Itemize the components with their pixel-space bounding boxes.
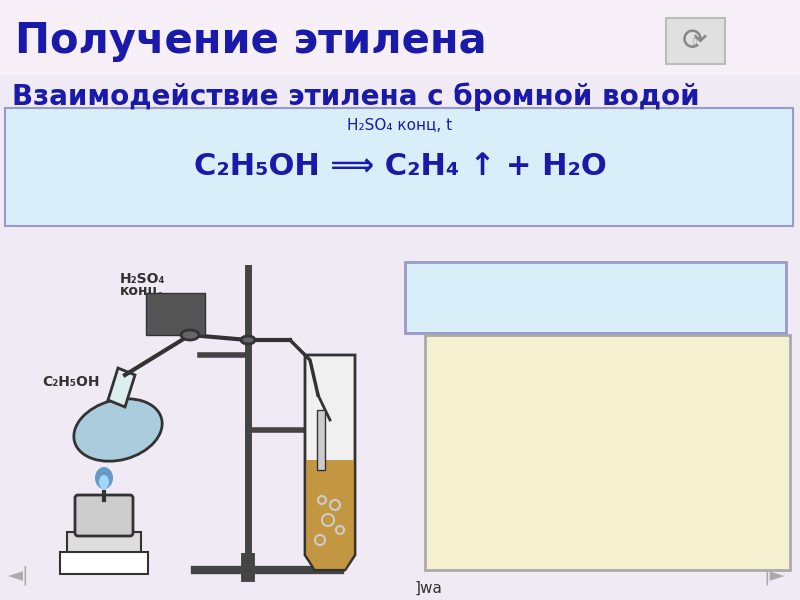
Ellipse shape xyxy=(181,330,199,340)
Polygon shape xyxy=(306,460,354,569)
Polygon shape xyxy=(305,355,355,570)
Text: |►: |► xyxy=(763,565,785,585)
FancyBboxPatch shape xyxy=(146,293,205,335)
Text: ]wa: ]wa xyxy=(415,581,443,595)
FancyBboxPatch shape xyxy=(425,335,790,570)
Polygon shape xyxy=(108,368,135,407)
Text: H₂SO₄: H₂SO₄ xyxy=(120,272,166,286)
Text: ◄|: ◄| xyxy=(8,565,30,585)
FancyBboxPatch shape xyxy=(5,108,793,226)
FancyBboxPatch shape xyxy=(67,532,141,554)
Text: Раствор бромной
воды
обесцвечивается при
пропускании через
него этилена: Раствор бромной воды обесцвечивается при… xyxy=(470,382,745,523)
FancyBboxPatch shape xyxy=(666,18,725,64)
Text: ⟳: ⟳ xyxy=(682,28,708,56)
Text: C₂H₄ + Br₂ => C₂H₄ Br₂: C₂H₄ + Br₂ => C₂H₄ Br₂ xyxy=(438,285,752,309)
FancyBboxPatch shape xyxy=(60,552,148,574)
FancyBboxPatch shape xyxy=(75,495,133,536)
FancyBboxPatch shape xyxy=(0,0,800,75)
Text: C₂H₅OH: C₂H₅OH xyxy=(42,375,99,389)
FancyBboxPatch shape xyxy=(317,410,325,470)
Text: Взаимодействие этилена с бромной водой: Взаимодействие этилена с бромной водой xyxy=(12,82,700,110)
Ellipse shape xyxy=(99,475,109,489)
FancyBboxPatch shape xyxy=(405,262,786,333)
Ellipse shape xyxy=(241,336,255,344)
Ellipse shape xyxy=(74,399,162,461)
Text: 🔙: 🔙 xyxy=(693,38,697,44)
Text: конц.: конц. xyxy=(120,284,164,298)
Text: H₂SO₄ конц, t: H₂SO₄ конц, t xyxy=(347,118,453,133)
Text: Получение этилена: Получение этилена xyxy=(15,20,486,62)
Text: C₂H₅OH ⟹ C₂H₄ ↑ + H₂O: C₂H₅OH ⟹ C₂H₄ ↑ + H₂O xyxy=(194,152,606,181)
Ellipse shape xyxy=(95,467,113,489)
